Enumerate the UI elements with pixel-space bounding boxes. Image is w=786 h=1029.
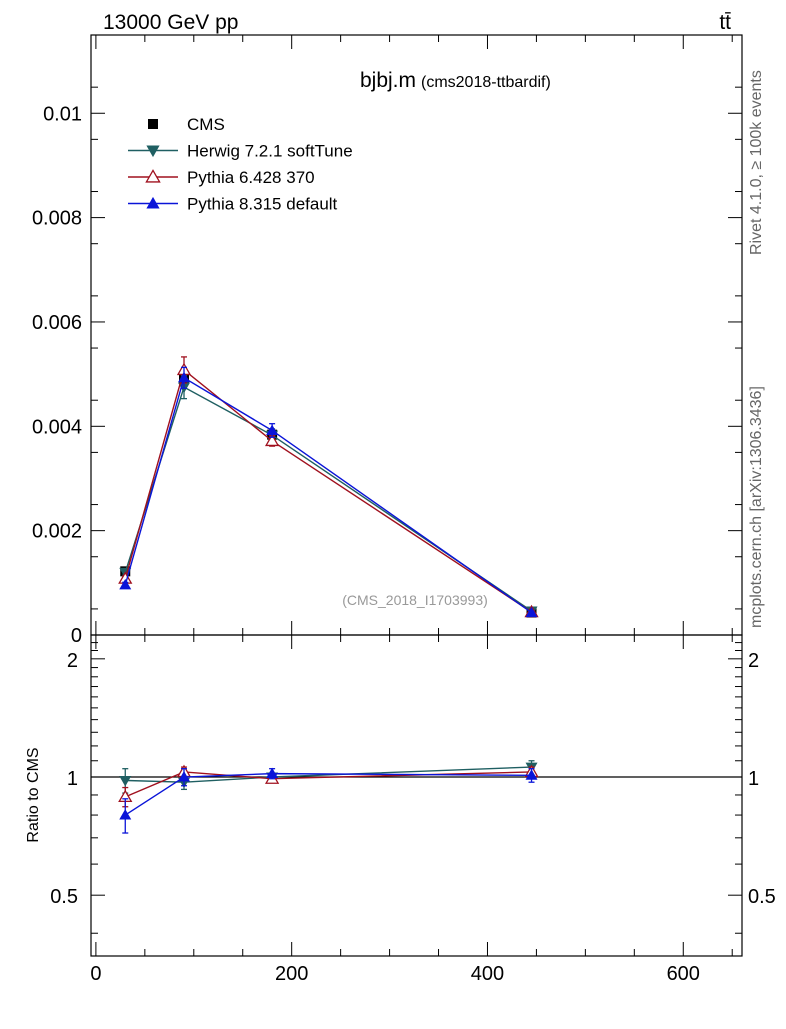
data-point-pythia8 [525, 769, 538, 780]
x-tick-label: 600 [667, 963, 700, 985]
legend-marker-herwig [146, 145, 160, 158]
series-line-pythia8 [124, 376, 532, 614]
y-tick-label: 0 [71, 625, 82, 647]
y-tick-label: 0.004 [32, 416, 82, 438]
y-tick-label: 0.01 [43, 103, 82, 125]
ratio-tick-label: 2 [67, 650, 78, 672]
legend-label-herwig: Herwig 7.2.1 softTune [187, 142, 353, 161]
data-point-pythia8 [266, 767, 279, 779]
plot-title-main: bjbj.m [360, 69, 416, 92]
y-tick-label: 0.006 [32, 312, 82, 334]
legend-marker-pythia8 [146, 196, 160, 209]
legend-label-pythia8: Pythia 8.315 default [187, 195, 338, 214]
series-line-herwig [125, 766, 532, 783]
y-tick-label: 0.002 [32, 521, 82, 543]
ratio-panel-frame [90, 634, 743, 957]
main-series-group [118, 356, 539, 618]
series-herwig [119, 375, 538, 617]
analysis-watermark: (CMS_2018_I1703993) [342, 592, 488, 608]
main-axis-ticks: 0 0.002 0.004 0.006 0.008 0.01 [32, 35, 742, 647]
rivet-label: Rivet 4.1.0, ≥ 100k events [748, 70, 765, 255]
ratio-ylabel: Ratio to CMS [25, 747, 42, 842]
series-line-pythia8 [124, 772, 532, 816]
series-pythia8 [119, 366, 538, 618]
ratio-tick-label-right: 2 [748, 650, 759, 672]
legend-marker-cms [148, 119, 158, 129]
series-pythia8 [119, 767, 538, 834]
ratio-series-group [118, 760, 539, 834]
mcplots-label: mcplots.cern.ch [arXiv:1306.3436] [748, 386, 765, 628]
x-tick-label: 400 [471, 963, 504, 985]
y-tick-label: 0.008 [32, 208, 82, 230]
series-cms [120, 371, 537, 618]
legend-label-pythia6: Pythia 6.428 370 [187, 168, 315, 187]
data-point-pythia8 [119, 809, 132, 820]
ratio-tick-label: 1 [67, 768, 78, 790]
data-point-pythia8 [178, 371, 190, 383]
plot-title-sub: (cms2018-ttbardif) [421, 74, 551, 91]
legend-marker-pythia6 [145, 169, 161, 183]
ratio-axis-ticks: 0.5 0.5 1 1 2 2 0 200 400 600 [50, 635, 776, 985]
ratio-tick-label-right: 1 [748, 768, 759, 790]
ratio-tick-label: 0.5 [50, 886, 78, 908]
energy-label: 13000 GeV pp [103, 11, 238, 34]
data-point-pythia8 [266, 424, 279, 435]
x-tick-label: 200 [275, 963, 308, 985]
data-point-pythia8 [178, 771, 190, 782]
ratio-tick-label-right: 0.5 [748, 886, 776, 908]
data-point-pythia8 [525, 606, 538, 618]
legend: CMS Herwig 7.2.1 softTune Pythia 6.428 370… [128, 115, 353, 214]
data-point-pythia8 [119, 578, 132, 590]
data-point-pythia6 [264, 433, 280, 447]
data-point-herwig [119, 775, 132, 787]
x-tick-label: 0 [90, 963, 101, 985]
legend-label-cms: CMS [187, 115, 225, 134]
process-label: tt̄ [719, 11, 731, 34]
series-line-herwig [124, 386, 532, 612]
series-line-pythia6 [124, 368, 532, 613]
series-pythia6 [118, 356, 539, 618]
